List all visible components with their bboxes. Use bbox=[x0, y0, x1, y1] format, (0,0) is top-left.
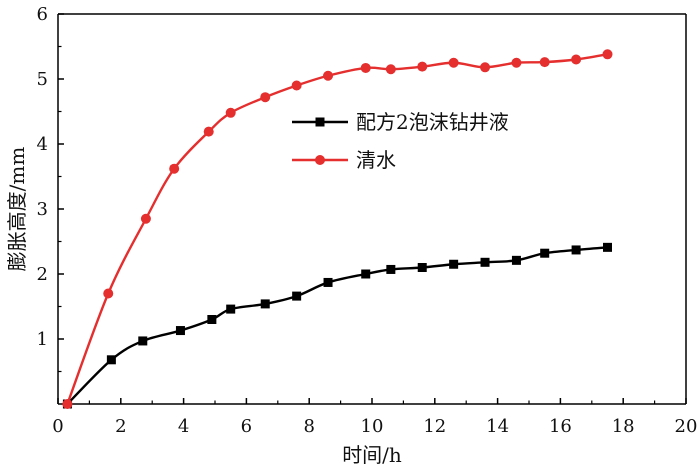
x-tick-label: 18 bbox=[612, 416, 635, 437]
series-line bbox=[66, 53, 608, 405]
data-point bbox=[291, 80, 302, 91]
data-point bbox=[386, 264, 396, 274]
x-tick-label: 8 bbox=[303, 416, 314, 437]
series-1 bbox=[62, 49, 613, 409]
data-point bbox=[169, 163, 180, 174]
series-0 bbox=[62, 242, 612, 409]
data-point bbox=[360, 62, 371, 73]
x-tick-label: 2 bbox=[115, 416, 126, 437]
x-tick-label: 10 bbox=[361, 416, 384, 437]
x-tick-label: 12 bbox=[423, 416, 446, 437]
data-point bbox=[603, 242, 612, 252]
data-point bbox=[323, 277, 333, 287]
data-point bbox=[602, 49, 613, 60]
data-point bbox=[539, 57, 550, 68]
y-tick-label: 4 bbox=[37, 134, 48, 155]
data-point bbox=[175, 326, 185, 336]
data-point bbox=[225, 107, 236, 118]
y-tick-label: 6 bbox=[37, 4, 48, 25]
x-tick-label: 6 bbox=[241, 416, 252, 437]
legend-marker bbox=[315, 155, 325, 165]
series-layer bbox=[62, 49, 613, 409]
data-point bbox=[511, 57, 522, 68]
x-tick-label: 16 bbox=[549, 416, 572, 437]
y-tick-label: 5 bbox=[37, 69, 48, 90]
legend-label: 清水 bbox=[356, 148, 396, 172]
data-point bbox=[106, 355, 116, 365]
data-point bbox=[448, 57, 459, 68]
data-point bbox=[203, 126, 214, 137]
data-point bbox=[138, 336, 148, 346]
x-tick-label: 0 bbox=[52, 416, 63, 437]
y-tick-label: 1 bbox=[37, 329, 48, 350]
data-point bbox=[323, 70, 334, 81]
data-point bbox=[480, 257, 490, 267]
data-point bbox=[226, 304, 236, 314]
x-tick-label: 14 bbox=[486, 416, 509, 437]
data-point bbox=[540, 248, 550, 258]
y-tick-label: 2 bbox=[37, 264, 48, 285]
x-axis-label: 时间/h bbox=[342, 443, 402, 467]
data-point bbox=[260, 92, 271, 103]
data-point bbox=[62, 399, 73, 409]
data-point bbox=[511, 255, 521, 265]
data-point bbox=[417, 61, 428, 72]
x-tick-label: 4 bbox=[178, 416, 189, 437]
data-point bbox=[449, 259, 459, 269]
data-point bbox=[103, 288, 114, 299]
data-point bbox=[361, 269, 371, 279]
data-point bbox=[385, 64, 396, 75]
y-axis-label: 膨胀高度/mm bbox=[5, 147, 29, 272]
data-point bbox=[140, 213, 151, 224]
data-point bbox=[260, 299, 270, 309]
data-point bbox=[480, 62, 491, 73]
series-line bbox=[66, 246, 608, 405]
data-point bbox=[571, 245, 581, 255]
data-point bbox=[292, 291, 302, 301]
y-tick-label: 3 bbox=[37, 199, 48, 220]
x-tick-label: 20 bbox=[675, 416, 698, 437]
legend-label: 配方2泡沫钻井液 bbox=[356, 110, 509, 134]
data-point bbox=[417, 263, 427, 272]
data-point bbox=[571, 54, 582, 65]
data-point bbox=[207, 315, 217, 324]
legend-marker bbox=[315, 117, 325, 127]
